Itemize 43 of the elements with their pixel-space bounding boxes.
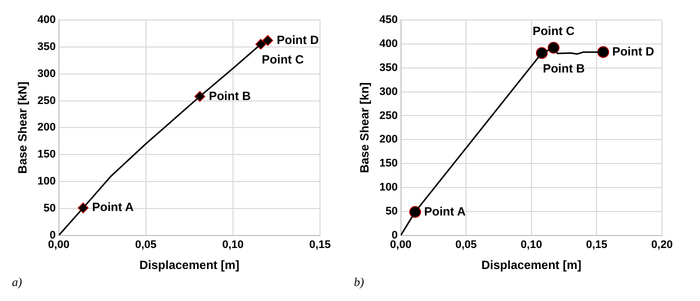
text: a) bbox=[12, 275, 22, 290]
y-tick-label: 100 bbox=[379, 182, 398, 194]
y-tick-label: 300 bbox=[37, 68, 56, 80]
annotation: Point B bbox=[542, 61, 586, 76]
y-tick-label: 400 bbox=[379, 38, 398, 50]
y-tick-label: 50 bbox=[44, 202, 56, 215]
annotation: Point C bbox=[262, 52, 304, 67]
y-tick-label: 250 bbox=[379, 110, 398, 122]
x-tick-label: 0,00 bbox=[48, 239, 70, 252]
x-tick-label: 0,15 bbox=[586, 239, 608, 252]
y-tick-label: 250 bbox=[37, 94, 56, 107]
y-axis-title: Base Shear [kN] bbox=[16, 82, 30, 174]
y-tick-label: 350 bbox=[37, 40, 56, 53]
annotation: Point D bbox=[612, 44, 655, 58]
y-tick-label: 0 bbox=[50, 229, 56, 242]
y-tick-label: 400 bbox=[37, 14, 56, 26]
x-tick-label: 0,00 bbox=[390, 239, 412, 252]
x-tick-label: 0,20 bbox=[651, 239, 673, 252]
y-tick-label: 150 bbox=[37, 148, 56, 161]
y-tick-label: 350 bbox=[379, 62, 398, 74]
x-axis-title: Displacement [m] bbox=[139, 258, 240, 272]
y-tick-label: 50 bbox=[386, 206, 398, 218]
y-tick-label: 200 bbox=[379, 134, 398, 146]
annotation: Point A bbox=[424, 204, 466, 218]
x-tick-label: 0,10 bbox=[520, 239, 542, 252]
y-tick-label: 200 bbox=[37, 122, 56, 134]
y-tick-label: 300 bbox=[379, 86, 398, 98]
x-tick-label: 0,15 bbox=[309, 239, 331, 252]
x-tick-label: 0,05 bbox=[135, 239, 157, 252]
y-tick-label: 150 bbox=[379, 158, 398, 170]
x-tick-label: 0,05 bbox=[455, 239, 477, 252]
annotation: Point B bbox=[208, 88, 252, 103]
x-tick-label: 0,10 bbox=[222, 239, 244, 252]
annotation: Point A bbox=[92, 200, 134, 214]
annotation: Point C bbox=[532, 24, 575, 38]
y-tick-label: 0 bbox=[392, 229, 398, 242]
y-axis-title: Base Shear [kn] bbox=[358, 82, 372, 174]
annotation: Point D bbox=[276, 32, 320, 47]
y-tick-label: 100 bbox=[37, 176, 56, 188]
x-axis-title: Displacement [m] bbox=[481, 258, 582, 272]
point bbox=[597, 46, 610, 58]
y-tick-label: 450 bbox=[379, 14, 398, 26]
text: b) bbox=[354, 275, 364, 290]
